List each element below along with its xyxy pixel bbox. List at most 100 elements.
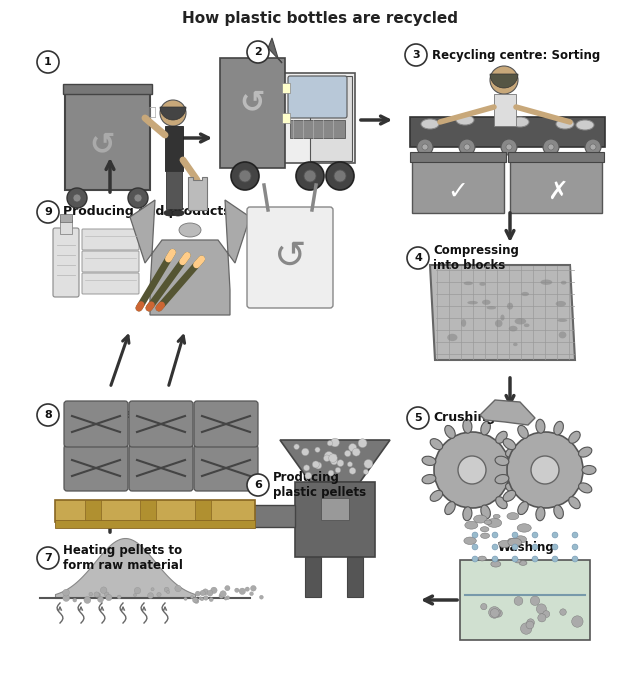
Circle shape xyxy=(331,458,337,465)
Polygon shape xyxy=(188,177,207,210)
Circle shape xyxy=(151,588,154,591)
Ellipse shape xyxy=(422,456,436,466)
Circle shape xyxy=(501,139,517,155)
Circle shape xyxy=(247,474,269,496)
Circle shape xyxy=(422,144,428,150)
Text: 4: 4 xyxy=(414,253,422,263)
Ellipse shape xyxy=(508,538,522,546)
Circle shape xyxy=(301,448,309,456)
Circle shape xyxy=(89,593,93,596)
Circle shape xyxy=(37,547,59,569)
Circle shape xyxy=(305,473,312,479)
Ellipse shape xyxy=(515,318,526,325)
Circle shape xyxy=(296,162,324,190)
Circle shape xyxy=(572,532,578,538)
Circle shape xyxy=(96,593,100,597)
Circle shape xyxy=(344,450,351,457)
Text: Raw material: Raw material xyxy=(63,409,156,422)
Ellipse shape xyxy=(172,210,184,216)
Ellipse shape xyxy=(540,279,552,285)
Circle shape xyxy=(407,407,429,429)
Ellipse shape xyxy=(509,466,523,475)
Circle shape xyxy=(490,66,518,94)
Text: ✓: ✓ xyxy=(447,180,468,204)
Circle shape xyxy=(527,619,534,626)
Circle shape xyxy=(507,432,583,508)
FancyBboxPatch shape xyxy=(55,520,255,528)
Circle shape xyxy=(538,614,546,622)
Ellipse shape xyxy=(561,281,566,285)
Ellipse shape xyxy=(569,497,580,508)
Ellipse shape xyxy=(513,342,518,346)
FancyBboxPatch shape xyxy=(194,401,258,447)
Ellipse shape xyxy=(536,506,545,521)
Ellipse shape xyxy=(509,325,518,332)
Circle shape xyxy=(349,468,356,474)
Ellipse shape xyxy=(430,439,443,450)
Circle shape xyxy=(37,201,59,223)
Text: 8: 8 xyxy=(44,410,52,420)
Circle shape xyxy=(134,587,141,594)
Ellipse shape xyxy=(463,281,473,285)
Ellipse shape xyxy=(493,515,500,519)
Polygon shape xyxy=(280,440,390,482)
Circle shape xyxy=(193,597,198,603)
FancyBboxPatch shape xyxy=(282,83,290,93)
Ellipse shape xyxy=(554,505,563,519)
Circle shape xyxy=(548,144,554,150)
Circle shape xyxy=(492,544,498,550)
Ellipse shape xyxy=(445,425,455,439)
Circle shape xyxy=(532,544,538,550)
Circle shape xyxy=(195,591,200,596)
Circle shape xyxy=(532,556,538,562)
Text: 2: 2 xyxy=(254,47,262,57)
Circle shape xyxy=(97,597,104,602)
Text: Heating pellets to
form raw material: Heating pellets to form raw material xyxy=(63,544,183,572)
FancyBboxPatch shape xyxy=(129,445,193,491)
Ellipse shape xyxy=(495,475,509,484)
Ellipse shape xyxy=(515,559,521,563)
Text: 7: 7 xyxy=(44,553,52,563)
Circle shape xyxy=(106,595,112,601)
Polygon shape xyxy=(268,38,282,63)
Ellipse shape xyxy=(481,421,490,435)
Circle shape xyxy=(219,593,224,598)
Circle shape xyxy=(37,51,59,73)
FancyBboxPatch shape xyxy=(165,126,183,171)
Circle shape xyxy=(204,596,208,600)
Circle shape xyxy=(348,462,353,467)
Ellipse shape xyxy=(496,497,507,508)
FancyBboxPatch shape xyxy=(305,557,321,597)
FancyBboxPatch shape xyxy=(494,94,516,126)
FancyBboxPatch shape xyxy=(220,505,295,527)
Ellipse shape xyxy=(503,490,516,501)
FancyBboxPatch shape xyxy=(53,228,79,297)
FancyBboxPatch shape xyxy=(295,482,375,557)
Ellipse shape xyxy=(491,561,501,567)
Ellipse shape xyxy=(579,447,592,457)
Circle shape xyxy=(224,597,227,600)
Ellipse shape xyxy=(484,520,492,525)
Circle shape xyxy=(488,607,500,618)
Ellipse shape xyxy=(456,115,474,125)
FancyBboxPatch shape xyxy=(282,113,290,123)
Circle shape xyxy=(520,623,532,634)
Ellipse shape xyxy=(430,490,443,501)
Circle shape xyxy=(231,162,259,190)
Circle shape xyxy=(303,465,310,471)
FancyBboxPatch shape xyxy=(195,500,211,522)
Circle shape xyxy=(134,194,142,202)
Polygon shape xyxy=(130,200,250,315)
Ellipse shape xyxy=(556,301,566,306)
Ellipse shape xyxy=(474,515,487,523)
Ellipse shape xyxy=(495,456,509,466)
Circle shape xyxy=(552,544,558,550)
Circle shape xyxy=(200,591,205,596)
Circle shape xyxy=(512,544,518,550)
FancyBboxPatch shape xyxy=(64,445,128,491)
Circle shape xyxy=(472,532,478,538)
Circle shape xyxy=(536,604,547,614)
Circle shape xyxy=(526,621,534,629)
Circle shape xyxy=(164,587,169,592)
Text: How plastic bottles are recycled: How plastic bottles are recycled xyxy=(182,10,458,26)
